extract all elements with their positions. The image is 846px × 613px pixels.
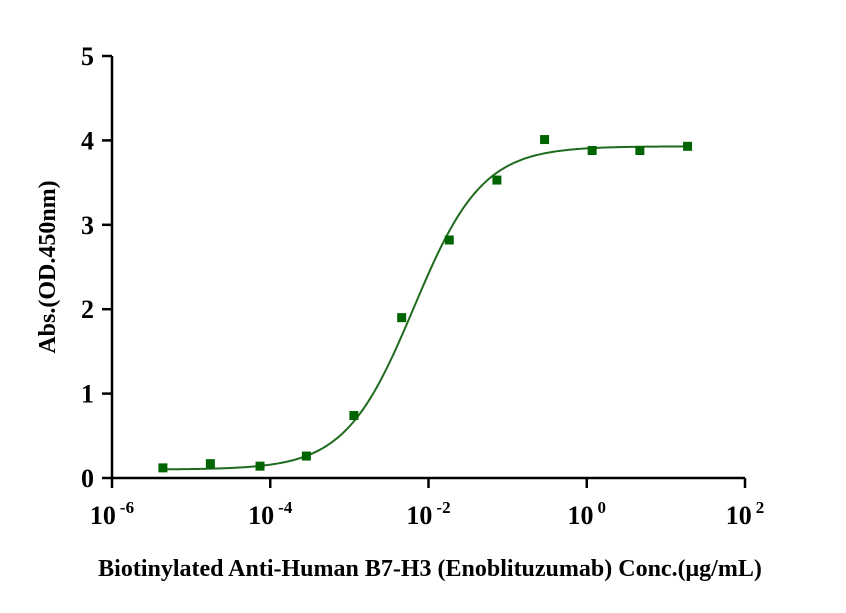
x-tick-label-base: 10: [90, 501, 116, 530]
data-point: [205, 459, 215, 469]
x-tick-label: 10 0: [568, 498, 607, 530]
y-tick-label: 5: [81, 42, 94, 71]
x-tick-label-base: 10: [248, 501, 274, 530]
data-point: [540, 135, 550, 145]
data-point: [587, 146, 597, 156]
data-point: [158, 463, 168, 473]
data-point: [397, 313, 407, 323]
x-tick-label: 10 -2: [406, 498, 450, 530]
x-tick-label-exponent: -2: [436, 498, 450, 517]
x-tick-label: 10 2: [726, 498, 765, 530]
y-tick-label: 2: [81, 295, 94, 324]
x-axis-title: Biotinylated Anti-Human B7-H3 (Enoblituz…: [98, 556, 762, 582]
y-tick-label: 4: [81, 126, 94, 155]
x-tick-label-exponent: 2: [756, 498, 765, 517]
x-tick-label-base: 10: [726, 501, 752, 530]
data-point: [635, 146, 645, 156]
x-tick-label-base: 10: [568, 501, 594, 530]
x-tick-label-exponent: -6: [120, 498, 134, 517]
x-tick-label-exponent: 0: [598, 498, 607, 517]
x-tick-label: 10 -4: [248, 498, 293, 530]
data-point: [255, 461, 265, 471]
data-point: [492, 175, 502, 185]
data-point: [301, 451, 311, 461]
y-tick-label: 0: [81, 464, 94, 493]
data-point: [349, 411, 359, 421]
points-layer: [158, 135, 693, 473]
x-tick-label-base: 10: [406, 501, 432, 530]
y-tick-label: 1: [81, 380, 94, 409]
data-point: [444, 235, 454, 245]
x-tick-label: 10 -6: [90, 498, 134, 530]
data-point: [683, 141, 693, 151]
curve-layer: [162, 145, 688, 471]
y-tick-label: 3: [81, 211, 94, 240]
y-axis-title: Abs.(OD.450nm): [35, 180, 61, 353]
fitted-curve: [162, 145, 688, 471]
axes-layer: [110, 56, 745, 480]
x-tick-label-exponent: -4: [278, 498, 293, 517]
